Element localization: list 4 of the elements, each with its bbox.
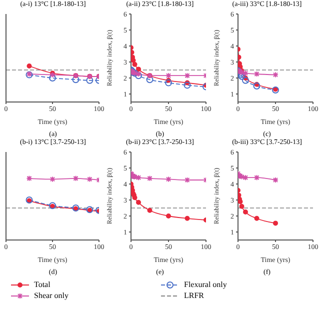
legend-label: Flexural only	[184, 280, 227, 289]
legend-label: Total	[34, 280, 50, 289]
legend-label: LRFR	[184, 291, 204, 300]
legend-label: Shear only	[34, 291, 68, 300]
